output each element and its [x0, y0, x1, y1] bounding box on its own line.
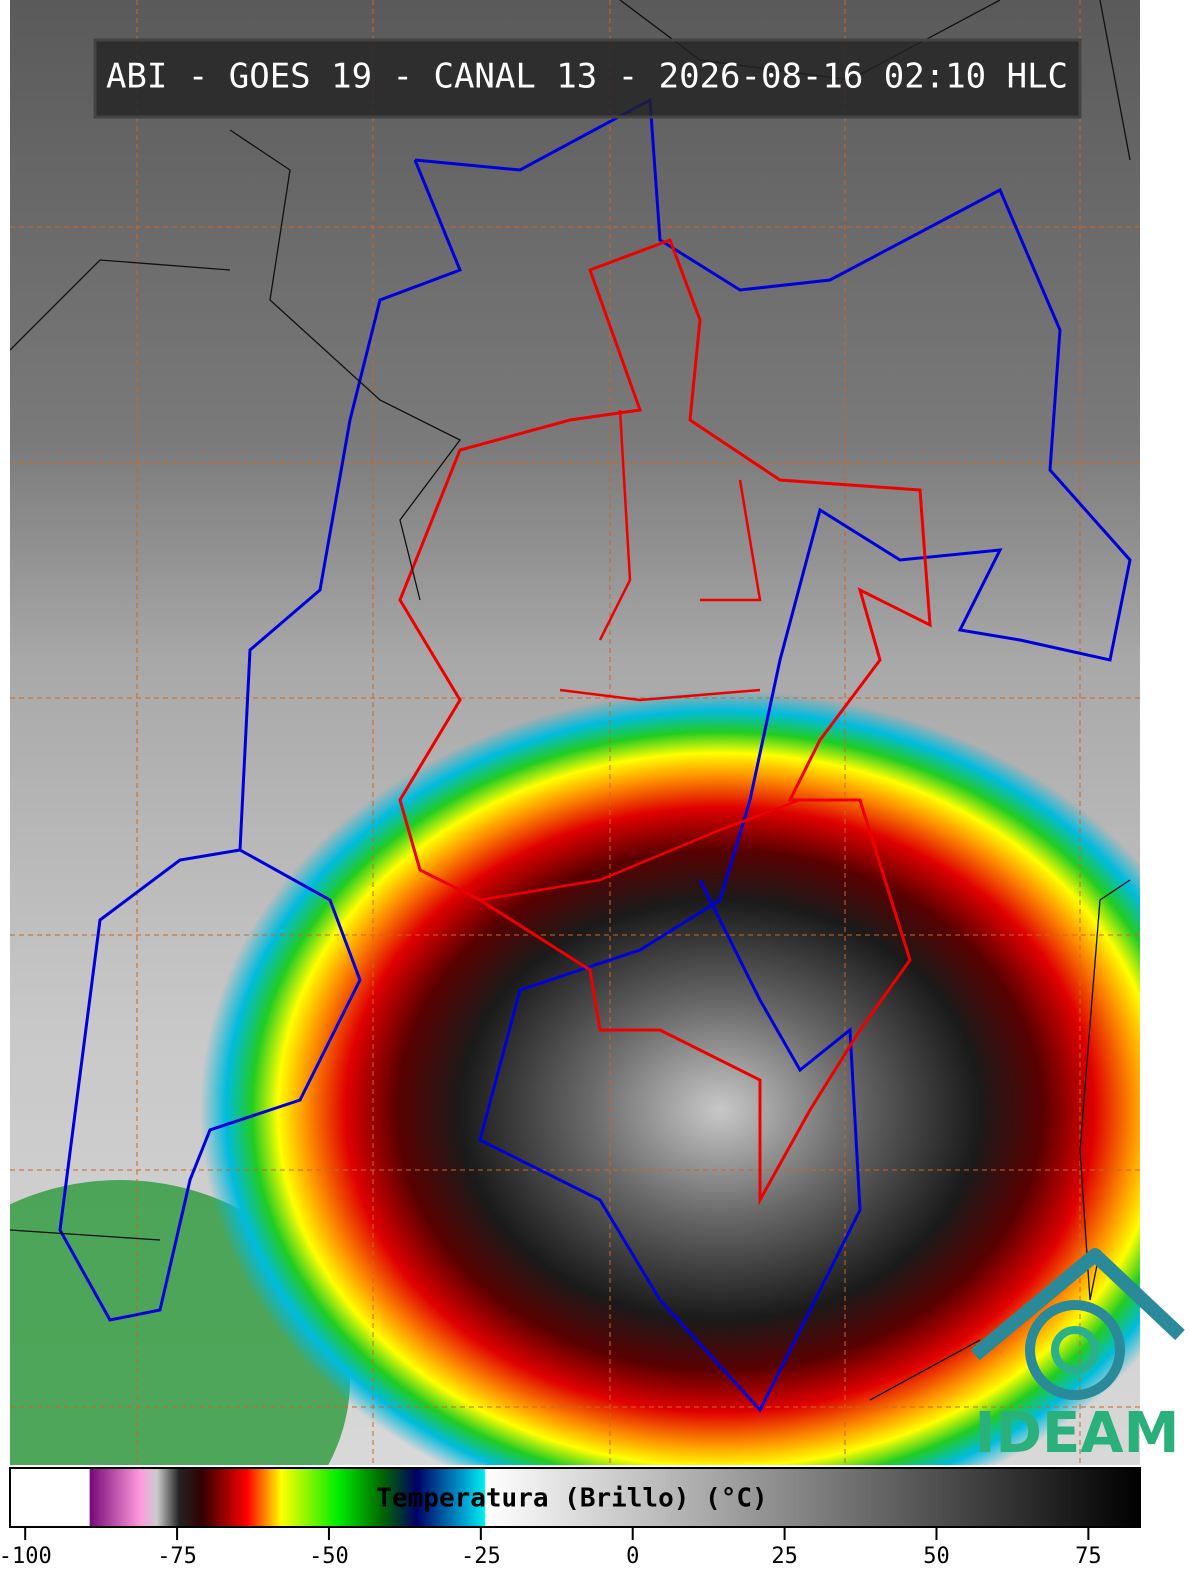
- tick-label: -75: [157, 1544, 197, 1569]
- tick-label: 0: [626, 1544, 639, 1569]
- tick-label: -50: [309, 1544, 349, 1569]
- colorbar-label: Temperatura (Brillo) (°C): [376, 1484, 767, 1514]
- logo: IDEAM: [970, 1248, 1185, 1466]
- tick-label: 75: [1075, 1544, 1102, 1569]
- logo-text: IDEAM: [975, 1401, 1180, 1466]
- tick-label: -100: [0, 1544, 52, 1569]
- tick-label: 25: [771, 1544, 798, 1569]
- tick-label: -25: [461, 1544, 501, 1569]
- title: ABI - GOES 19 - CANAL 13 - 2026-08-16 02…: [106, 57, 1068, 97]
- title-box: [93, 38, 1082, 119]
- colorbar: [9, 1467, 1141, 1528]
- tick-label: 50: [923, 1544, 950, 1569]
